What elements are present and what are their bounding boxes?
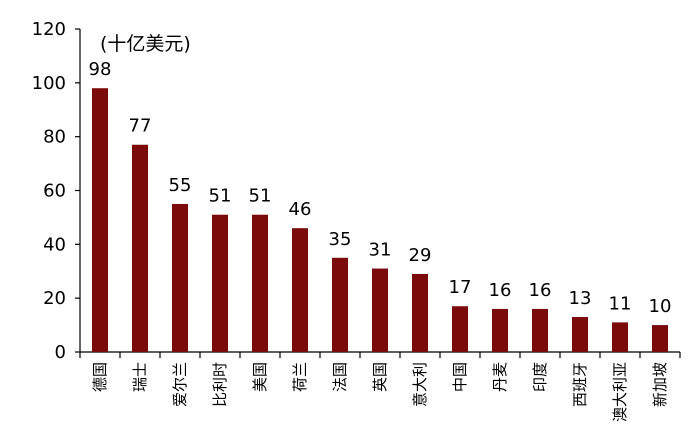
axes: 0 20 40 60 80 100 120 xyxy=(32,19,681,363)
category-label: 意大利 xyxy=(411,362,429,407)
data-label: 51 xyxy=(249,186,272,207)
data-label: 31 xyxy=(369,240,392,261)
bar xyxy=(532,308,548,352)
bar xyxy=(132,144,148,352)
bar xyxy=(372,268,388,352)
y-tick-label: 20 xyxy=(43,288,66,309)
bar xyxy=(252,214,268,352)
data-label: 10 xyxy=(649,296,672,317)
bar xyxy=(212,214,228,352)
data-label: 51 xyxy=(209,186,232,207)
labels: 98 德国 77 瑞士 55 爱尔兰 51 比利时 51 美国 46 荷兰 35 法国 31 英国 29 意大利 1… xyxy=(89,59,672,422)
y-tick-label: 0 xyxy=(55,342,66,363)
bar xyxy=(492,308,508,352)
data-label: 11 xyxy=(609,293,632,314)
category-label: 比利时 xyxy=(211,362,229,407)
data-label: 98 xyxy=(89,59,112,80)
y-tick-label: 80 xyxy=(43,127,66,148)
category-label: 瑞士 xyxy=(131,362,149,392)
category-label: 西班牙 xyxy=(571,362,589,407)
category-label: 荷兰 xyxy=(291,362,309,392)
category-label: 新加坡 xyxy=(651,362,669,407)
bars xyxy=(92,88,668,352)
y-tick-label: 60 xyxy=(43,181,66,202)
category-label: 中国 xyxy=(451,362,469,392)
bar xyxy=(332,257,348,352)
data-label: 35 xyxy=(329,229,352,250)
data-label: 17 xyxy=(449,277,472,298)
category-label: 法国 xyxy=(331,362,349,392)
bar xyxy=(292,228,308,352)
category-label: 澳大利亚 xyxy=(611,362,629,422)
category-label: 美国 xyxy=(251,362,269,392)
y-tick-label: 120 xyxy=(32,19,66,40)
data-label: 16 xyxy=(489,280,512,301)
bar xyxy=(572,317,588,352)
data-label: 13 xyxy=(569,288,592,309)
data-label: 55 xyxy=(169,175,192,196)
bar xyxy=(652,325,668,352)
data-label: 16 xyxy=(529,280,552,301)
category-label: 英国 xyxy=(371,362,389,392)
y-tick-label: 100 xyxy=(32,73,66,94)
data-label: 29 xyxy=(409,245,432,266)
category-label: 爱尔兰 xyxy=(171,362,189,407)
category-label: 印度 xyxy=(531,362,549,392)
y-tick-label: 40 xyxy=(43,234,66,255)
data-label: 46 xyxy=(289,199,312,220)
bar xyxy=(92,88,108,352)
unit-label: (十亿美元) xyxy=(100,33,191,55)
bar xyxy=(172,203,188,352)
data-label: 77 xyxy=(129,116,152,137)
category-label: 德国 xyxy=(91,362,109,392)
bar xyxy=(612,322,628,352)
bar xyxy=(452,306,468,352)
bar xyxy=(412,273,428,352)
category-label: 丹麦 xyxy=(491,362,509,392)
